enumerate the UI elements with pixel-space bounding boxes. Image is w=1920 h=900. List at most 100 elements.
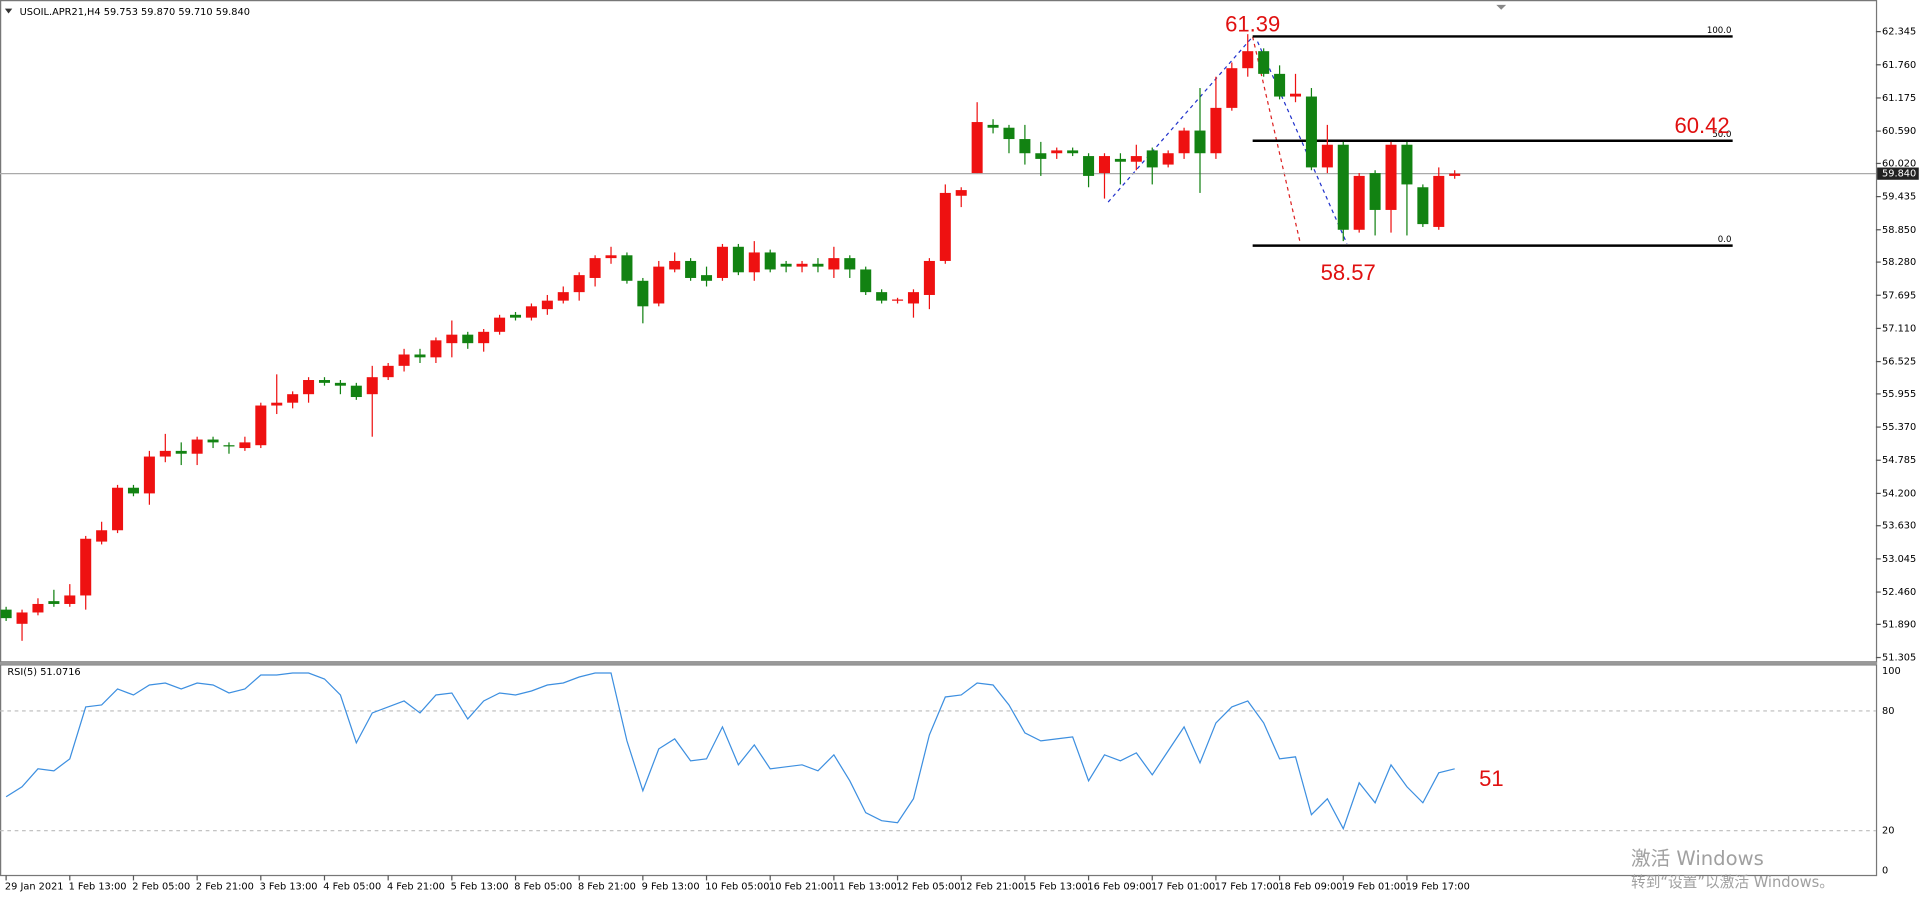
candle-body	[796, 263, 808, 267]
candle-body	[1258, 51, 1270, 74]
y-tick-label: 62.345	[1882, 27, 1916, 38]
x-tick-label: 15 Feb 13:00	[1024, 882, 1088, 893]
candle-body	[398, 354, 410, 366]
candle-body	[732, 246, 744, 273]
y-tick-label: 52.460	[1882, 587, 1916, 598]
candle-body	[414, 354, 426, 358]
candle-body	[143, 456, 155, 494]
candle-body	[892, 299, 904, 301]
candle-body	[255, 405, 267, 446]
candle-body	[1003, 127, 1015, 140]
y-tick-label: 60.590	[1882, 126, 1916, 137]
candle-body	[685, 260, 697, 278]
candle-body	[1385, 144, 1397, 210]
candle-body	[573, 275, 585, 293]
candle-body	[1369, 173, 1381, 210]
candle-body	[1305, 96, 1317, 168]
rsi-line	[5, 672, 1455, 831]
candle-body	[860, 269, 872, 293]
x-tick-label: 12 Feb 05:00	[896, 882, 960, 893]
candle-body	[589, 258, 601, 278]
y-tick-label: 55.955	[1882, 389, 1916, 400]
candle-body	[1226, 68, 1238, 108]
rsi-panel	[0, 664, 1878, 877]
candle-body	[271, 402, 283, 406]
candle-body	[366, 377, 378, 395]
candle-body	[764, 252, 776, 270]
candle-body	[1067, 150, 1079, 154]
x-tick-label: 2 Feb 05:00	[132, 882, 190, 893]
candle-body	[541, 300, 553, 310]
candle-body	[907, 292, 919, 304]
candle-body	[462, 334, 474, 344]
candle-body	[1417, 187, 1429, 225]
y-tick-label: 51.305	[1882, 653, 1916, 664]
candle-body	[16, 612, 28, 624]
candle-body	[1130, 156, 1142, 162]
scroll-marker	[1496, 4, 1507, 10]
candle-body	[1321, 144, 1333, 168]
x-tick-label: 5 Feb 13:00	[451, 882, 509, 893]
y-tick-label: 20	[1882, 826, 1894, 837]
candle-body	[223, 445, 235, 447]
x-tick-label: 19 Feb 01:00	[1342, 882, 1406, 893]
candle-body	[1083, 156, 1095, 176]
candle-body	[494, 317, 506, 332]
watermark-title: 激活 Windows	[1631, 847, 1764, 870]
candle-body	[987, 124, 999, 128]
candle-body	[303, 380, 315, 395]
candle-body	[446, 334, 458, 344]
trend-line	[1256, 41, 1348, 244]
candle-body	[127, 487, 139, 494]
candle-body	[1098, 156, 1110, 174]
x-tick-label: 1 Feb 13:00	[69, 882, 127, 893]
candle-body	[1114, 158, 1126, 162]
candle-body	[287, 394, 299, 403]
watermark-subtitle: 转到“设置”以激活 Windows。	[1631, 874, 1834, 891]
fib-label: 0.0	[1718, 235, 1732, 245]
candle-body	[510, 314, 522, 318]
price-annotation: 58.57	[1321, 260, 1376, 285]
candle-body	[637, 280, 649, 307]
y-tick-label: 53.630	[1882, 521, 1916, 532]
candle-body	[64, 595, 76, 604]
menu-arrow	[4, 8, 13, 14]
candle-body	[971, 122, 983, 174]
candle-body	[1337, 144, 1349, 230]
candle-body	[430, 340, 442, 358]
candle-body	[191, 439, 203, 454]
x-tick-label: 16 Feb 09:00	[1087, 882, 1151, 893]
candle-body	[350, 385, 362, 398]
candle-body	[828, 258, 840, 270]
candle-body	[669, 260, 681, 270]
y-tick-label: 80	[1882, 706, 1894, 717]
x-tick-label: 29 Jan 2021	[5, 882, 64, 893]
candle-body	[1353, 175, 1365, 230]
candle-body	[716, 246, 728, 278]
x-tick-label: 11 Feb 13:00	[833, 882, 897, 893]
candle-body	[955, 190, 967, 196]
candle-body	[1449, 173, 1461, 176]
y-tick-label: 58.850	[1882, 225, 1916, 236]
candle-body	[478, 331, 490, 344]
candle-body	[175, 450, 187, 454]
price-annotation: 61.39	[1225, 12, 1280, 37]
x-tick-label: 17 Feb 17:00	[1215, 882, 1279, 893]
x-tick-label: 8 Feb 05:00	[514, 882, 572, 893]
candle-body	[876, 292, 888, 301]
candle-body	[525, 306, 537, 318]
candle-body	[780, 263, 792, 267]
y-tick-label: 58.280	[1882, 257, 1916, 268]
y-tick-label: 60.020	[1882, 158, 1916, 169]
candle-body	[1146, 150, 1158, 168]
fib-label: 100.0	[1707, 26, 1732, 36]
candle-body	[239, 442, 251, 449]
rsi-header: RSI(5) 51.0716	[7, 667, 80, 678]
candle-body	[207, 439, 219, 443]
x-tick-label: 3 Feb 13:00	[260, 882, 318, 893]
candle-body	[1401, 144, 1413, 185]
current-price-label: 59.840	[1882, 169, 1916, 180]
